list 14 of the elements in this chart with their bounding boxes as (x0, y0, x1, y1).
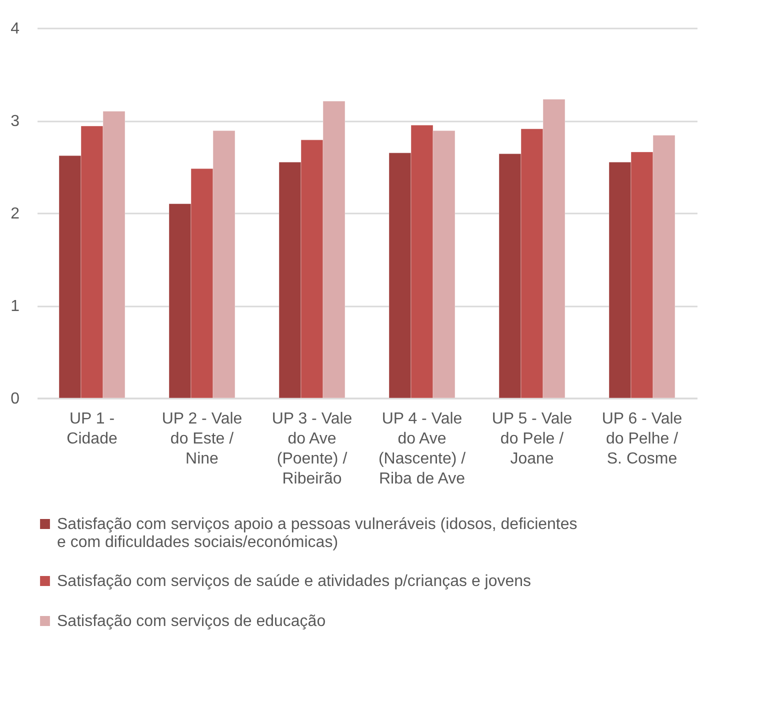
x-tick-label: UP 4 - Vale do Ave (Nascente) / Riba de Ave (378, 410, 466, 488)
legend-label: Satisfação com serviços de educação (57, 613, 326, 630)
x-tick-label: UP 3 - Vale do Ave (Poente) / Ribeirão (272, 410, 352, 488)
y-tick-label: 2 (10, 206, 20, 222)
y-tick-label: 1 (10, 298, 20, 315)
x-tick-label: UP 2 - Vale do Este / Nine (162, 410, 242, 468)
legend-label: Satisfação com serviços de saúde e atividades p/crianças e jovens (57, 573, 532, 590)
y-tick-label: 3 (10, 113, 20, 130)
x-tick-label: UP 5 - Vale do Pele / Joane (492, 410, 572, 468)
x-tick-label: UP 6 - Vale do Pelhe / S. Cosme (602, 410, 682, 468)
y-tick-label: 0 (10, 390, 20, 408)
y-tick-label: 4 (10, 20, 20, 38)
x-tick-label: UP 1 - Cidade (66, 410, 118, 448)
legend-label: Satisfação com serviços apoio a pessoas vulneráveis (idosos, deficientes e com dificuldades sociais/económicas) (57, 516, 578, 551)
